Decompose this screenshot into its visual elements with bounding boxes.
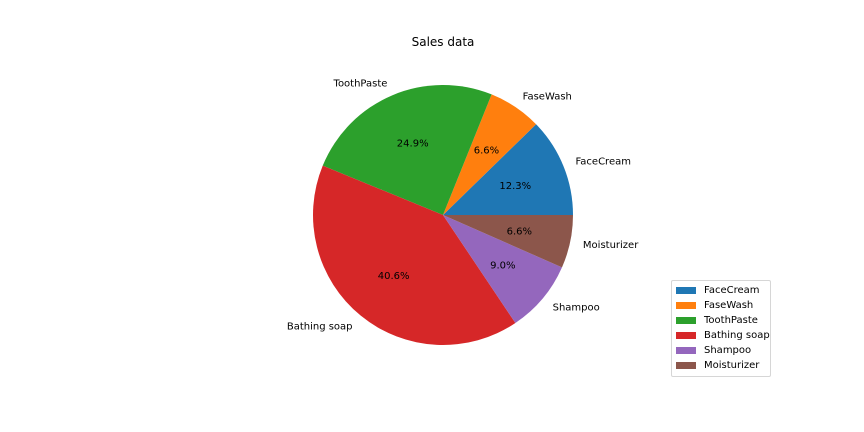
pct-label-fasewash: 6.6% [474, 146, 499, 157]
slice-label-toothpaste: ToothPaste [333, 79, 388, 90]
pie-slices [312, 84, 573, 346]
legend-label: Bathing soap [704, 330, 770, 341]
slice-label-facecream: FaceCream [575, 157, 631, 168]
slice-label-shampoo: Shampoo [553, 302, 600, 313]
legend-swatch [676, 332, 696, 339]
pie-slice-facecream [443, 124, 573, 215]
slice-label-moisturizer: Moisturizer [583, 240, 639, 251]
pie-slice-bathing-soap [312, 165, 516, 346]
legend-label: Moisturizer [704, 360, 760, 371]
pie-slice-shampoo [443, 215, 562, 323]
pct-label-bathing-soap: 40.6% [378, 271, 410, 282]
slice-label-fasewash: FaseWash [523, 92, 572, 103]
legend-label: Shampoo [704, 345, 752, 356]
legend-item-fasewash: FaseWash [672, 298, 770, 313]
legend-item-facecream: FaceCream [672, 283, 770, 298]
legend-item-bathing-soap: Bathing soap [672, 328, 770, 343]
chart-title: Sales data [412, 35, 475, 49]
legend-swatch [676, 362, 696, 369]
pct-label-facecream: 12.3% [499, 181, 531, 192]
legend-item-moisturizer: Moisturizer [672, 358, 770, 373]
pie-slice-toothpaste [322, 84, 492, 215]
legend-swatch [676, 317, 696, 324]
pie-labels: 12.3% FaceCream 6.6% FaseWash 24.9% ToothPast… [287, 79, 639, 333]
pie-slice-moisturizer [443, 215, 573, 268]
chart-legend: FaceCream FaseWash ToothPaste Bathing soap S… [671, 280, 771, 377]
legend-item-toothpaste: ToothPaste [672, 313, 770, 328]
pct-label-moisturizer: 6.6% [507, 227, 532, 238]
legend-label: ToothPaste [704, 315, 758, 326]
legend-item-shampoo: Shampoo [672, 343, 770, 358]
legend-label: FaceCream [704, 285, 760, 296]
legend-label: FaseWash [704, 300, 754, 311]
pct-label-shampoo: 9.0% [490, 261, 515, 272]
slice-label-bathing-soap: Bathing soap [287, 321, 353, 332]
pct-label-toothpaste: 24.9% [397, 139, 429, 150]
pie-slice-fasewash [443, 94, 537, 215]
legend-swatch [676, 287, 696, 294]
legend-swatch [676, 347, 696, 354]
legend-swatch [676, 302, 696, 309]
